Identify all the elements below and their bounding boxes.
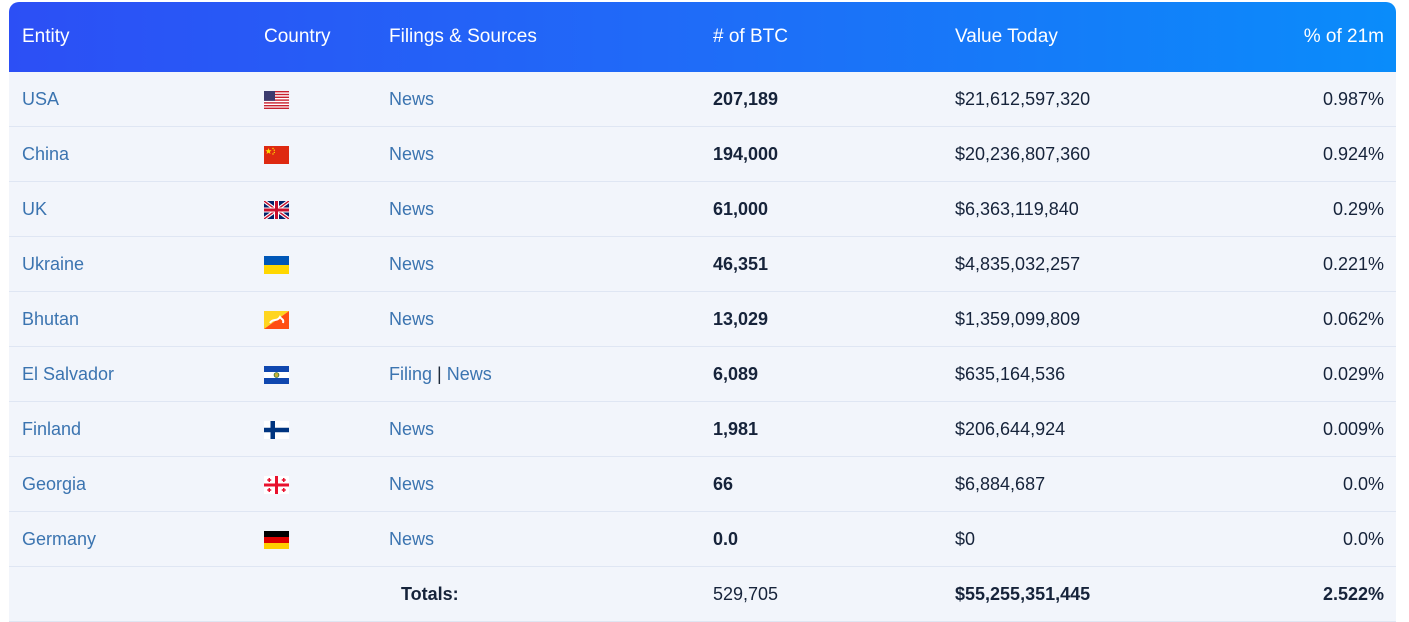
table-body: USA News 207,189 $21,612,597,320 0.987% China…: [9, 72, 1396, 567]
table-row: Georgia News 66 $6,884,687 0.0%: [9, 457, 1396, 512]
header-entity[interactable]: Entity: [22, 26, 70, 47]
treasuries-table: Entity Country Filings & Sources # of BT…: [9, 2, 1396, 622]
entity-link[interactable]: El Salvador: [22, 364, 115, 384]
header-sources[interactable]: Filings & Sources: [389, 26, 537, 47]
pct-of-21m: 0.29%: [1332, 199, 1384, 219]
table-row: Ukraine News 46,351 $4,835,032,257 0.221%: [9, 237, 1396, 292]
btc-amount: 207,189: [713, 89, 779, 109]
source-link-news[interactable]: News: [389, 309, 435, 329]
sources-cell: News: [389, 237, 434, 291]
el-salvador-flag-icon: [264, 366, 289, 384]
source-link-news[interactable]: News: [389, 419, 435, 439]
source-link-news[interactable]: News: [389, 529, 435, 549]
ukraine-flag-icon: [264, 256, 289, 274]
entity-link[interactable]: Bhutan: [22, 309, 80, 329]
sources-cell: News: [389, 292, 434, 346]
us-flag-icon: [264, 91, 289, 109]
sources-cell: News: [389, 127, 434, 181]
header-pct[interactable]: % of 21m: [1303, 26, 1384, 47]
btc-amount: 0.0: [713, 529, 739, 549]
source-link-news[interactable]: News: [389, 89, 435, 109]
totals-pct: 2.522%: [1322, 584, 1384, 604]
pct-of-21m: 0.924%: [1322, 144, 1384, 164]
entity-link[interactable]: Finland: [22, 419, 82, 439]
sources-cell: News: [389, 182, 434, 236]
sources-cell: Filing | News: [389, 347, 492, 401]
georgia-flag-icon: [264, 476, 289, 494]
table-row: Bhutan News 13,029 $1,359,099,809 0.062%: [9, 292, 1396, 347]
value-today: $635,164,536: [955, 364, 1066, 384]
btc-amount: 6,089: [713, 364, 759, 384]
sources-cell: News: [389, 72, 434, 126]
pct-of-21m: 0.009%: [1322, 419, 1384, 439]
entity-link[interactable]: Germany: [22, 529, 97, 549]
btc-amount: 194,000: [713, 144, 779, 164]
source-link-news[interactable]: News: [389, 144, 435, 164]
source-link-news[interactable]: News: [389, 474, 435, 494]
value-today: $21,612,597,320: [955, 89, 1091, 109]
source-link-news[interactable]: News: [389, 254, 435, 274]
source-separator: |: [437, 364, 442, 384]
pct-of-21m: 0.0%: [1342, 474, 1384, 494]
value-today: $20,236,807,360: [955, 144, 1091, 164]
pct-of-21m: 0.0%: [1342, 529, 1384, 549]
value-today: $6,884,687: [955, 474, 1046, 494]
value-today: $6,363,119,840: [955, 199, 1079, 219]
source-link-news[interactable]: News: [389, 199, 435, 219]
finland-flag-icon: [264, 421, 289, 439]
header-value[interactable]: Value Today: [955, 26, 1058, 47]
sources-cell: News: [389, 457, 434, 511]
totals-btc: 529,705: [713, 584, 779, 604]
btc-amount: 1,981: [713, 419, 759, 439]
btc-amount: 61,000: [713, 199, 769, 219]
entity-link[interactable]: USA: [22, 89, 60, 109]
uk-flag-icon: [264, 201, 289, 219]
germany-flag-icon: [264, 531, 289, 549]
table-row: China News 194,000 $20,236,807,360 0.924%: [9, 127, 1396, 182]
sources-cell: News: [389, 512, 434, 566]
pct-of-21m: 0.221%: [1322, 254, 1384, 274]
entity-link[interactable]: UK: [22, 199, 48, 219]
value-today: $206,644,924: [955, 419, 1066, 439]
source-link-filing[interactable]: Filing: [389, 364, 433, 384]
totals-row: Totals: 529,705 $55,255,351,445 2.522%: [9, 567, 1396, 622]
source-link-news[interactable]: News: [446, 364, 492, 384]
btc-amount: 66: [713, 474, 734, 494]
header-country[interactable]: Country: [264, 26, 331, 47]
btc-amount: 13,029: [713, 309, 769, 329]
entity-link[interactable]: Georgia: [22, 474, 87, 494]
header-btc[interactable]: # of BTC: [713, 26, 788, 47]
sources-cell: News: [389, 402, 434, 456]
value-today: $4,835,032,257: [955, 254, 1081, 274]
entity-link[interactable]: Ukraine: [22, 254, 85, 274]
table-header: Entity Country Filings & Sources # of BT…: [9, 2, 1396, 72]
value-today: $0: [955, 529, 976, 549]
table-row: UK News 61,000 $6,363,119,840 0.29%: [9, 182, 1396, 237]
table-row: Finland News 1,981 $206,644,924 0.009%: [9, 402, 1396, 457]
table-row: USA News 207,189 $21,612,597,320 0.987%: [9, 72, 1396, 127]
table-row: Germany News 0.0 $0 0.0%: [9, 512, 1396, 567]
pct-of-21m: 0.029%: [1322, 364, 1384, 384]
totals-value: $55,255,351,445: [955, 584, 1091, 604]
btc-amount: 46,351: [713, 254, 769, 274]
value-today: $1,359,099,809: [955, 309, 1081, 329]
china-flag-icon: [264, 146, 289, 164]
entity-link[interactable]: China: [22, 144, 70, 164]
totals-label: Totals:: [401, 584, 459, 604]
bhutan-flag-icon: [264, 311, 289, 329]
pct-of-21m: 0.987%: [1322, 89, 1384, 109]
pct-of-21m: 0.062%: [1322, 309, 1384, 329]
table-row: El Salvador Filing | News 6,089 $635,164,53…: [9, 347, 1396, 402]
